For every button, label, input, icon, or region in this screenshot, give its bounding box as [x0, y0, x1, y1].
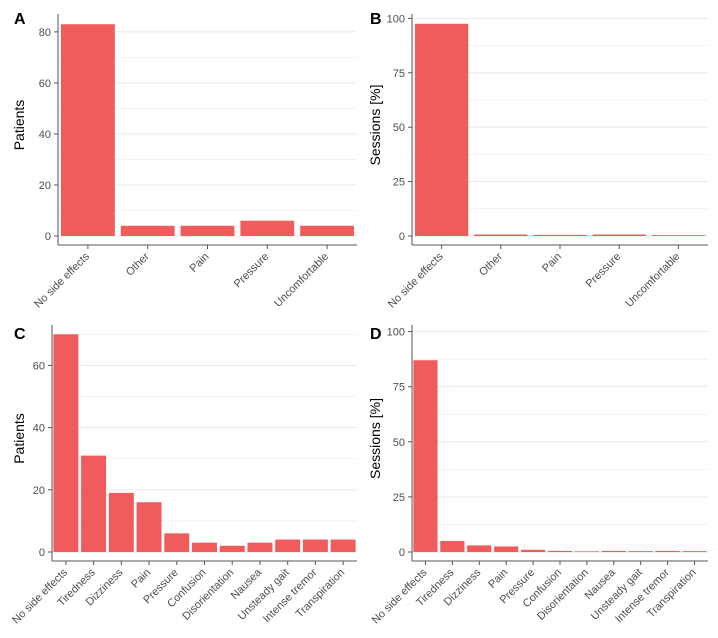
bar-tiredness — [81, 455, 107, 552]
bar-other — [474, 234, 528, 236]
y-tick-label: 50 — [393, 437, 405, 449]
bar-disorientation — [219, 545, 245, 552]
panel-a: 0 20 40 60 80 No side effects Other Pain Pressur… — [11, 11, 357, 310]
y-tick-label: 0 — [39, 547, 45, 559]
bar-pain — [180, 225, 235, 236]
bar-uncomfortable — [300, 225, 355, 236]
y-axis-title: Sessions [%] — [367, 398, 383, 479]
y-tick-label: 100 — [387, 13, 405, 25]
bar-disorientation — [574, 551, 600, 552]
x-tick-label: Pain — [129, 567, 153, 591]
bar-confusion — [547, 550, 573, 552]
y-tick-label: 80 — [39, 27, 51, 39]
y-tick-label: 20 — [39, 180, 51, 192]
bar-pain — [533, 234, 587, 236]
y-tick-label: 25 — [393, 492, 405, 504]
x-tick-label: Pressure — [232, 251, 272, 291]
y-tick-label: 75 — [393, 382, 405, 394]
y-axis-title: Sessions [%] — [367, 85, 383, 166]
x-tick-label: Other — [124, 250, 152, 278]
y-tick-label: 20 — [33, 485, 45, 497]
bar-pressure — [164, 533, 190, 552]
bar-unsteady-gait — [275, 539, 301, 552]
bar-no-side-effects — [414, 23, 469, 237]
bar-nausea — [601, 550, 626, 552]
bar-dizziness — [108, 492, 134, 552]
x-tick-label: No side effects — [386, 250, 446, 310]
bar-no-side-effects — [53, 334, 79, 552]
bar-pressure — [240, 220, 295, 236]
bar-tiredness — [440, 540, 465, 552]
bar-confusion — [192, 542, 217, 552]
bar-no-side-effects — [60, 24, 115, 237]
x-tick-label: Pain — [540, 251, 564, 275]
bar-no-side-effects — [413, 360, 438, 552]
bar-dizziness — [467, 545, 492, 552]
x-tick-label: Pain — [486, 567, 510, 591]
bar-intense-tremor — [302, 539, 328, 552]
y-tick-label: 50 — [393, 122, 405, 134]
y-tick-label: 100 — [387, 327, 405, 339]
x-tick-label: No side effects — [32, 250, 92, 310]
x-tick-label: Pressure — [584, 251, 624, 291]
y-axis-title: Patients — [11, 413, 27, 464]
x-tick-label: Uncomfortable — [272, 251, 331, 310]
bar-transpiration — [682, 551, 707, 552]
bar-pain — [136, 502, 162, 552]
y-tick-label: 75 — [393, 68, 405, 80]
y-axis-title: Patients — [11, 100, 27, 151]
panel-letter: D — [370, 326, 382, 343]
bar-pain — [494, 546, 519, 552]
x-tick-label: Uncomfortable — [623, 251, 682, 310]
panel-letter: B — [370, 11, 382, 28]
y-tick-label: 60 — [33, 360, 45, 372]
panel-letter: A — [14, 11, 26, 28]
y-tick-label: 0 — [399, 231, 405, 243]
y-tick-label: 0 — [399, 547, 405, 559]
bar-pressure — [520, 549, 546, 552]
y-tick-label: 25 — [393, 177, 405, 189]
y-tick-label: 0 — [45, 231, 51, 243]
bar-unsteady-gait — [628, 551, 653, 552]
bar-intense-tremor — [655, 550, 680, 552]
bar-nausea — [247, 542, 273, 552]
y-tick-label: 40 — [33, 423, 45, 435]
bar-other — [120, 225, 175, 236]
y-tick-label: 40 — [39, 129, 51, 141]
panel-letter: C — [14, 326, 26, 343]
bar-pressure — [592, 234, 646, 236]
bar-transpiration — [330, 539, 356, 552]
bar-uncomfortable — [651, 235, 706, 236]
y-tick-label: 60 — [39, 78, 51, 90]
panel-b: 0 25 50 75 100 No side effects Other Pain Pressu… — [367, 11, 708, 310]
x-tick-label: Other — [477, 250, 505, 278]
x-tick-label: Pain — [188, 251, 212, 275]
